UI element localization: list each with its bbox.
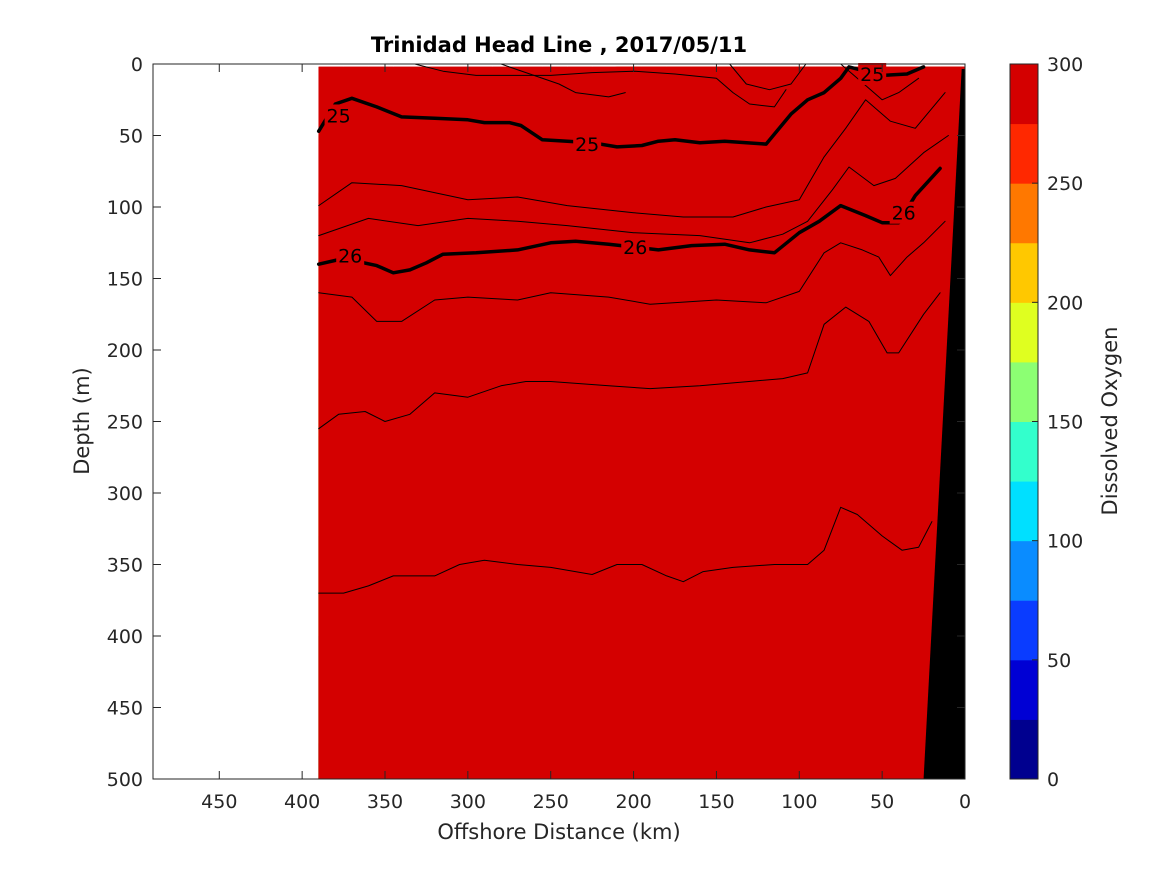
- isopycnal-line-1: [318, 92, 946, 218]
- isopycnal-25-line: [316, 65, 926, 149]
- x-tick-label: 300: [450, 791, 486, 813]
- y-tick-label: 250: [107, 412, 143, 434]
- colorbar-swatch-175: [1010, 302, 1038, 363]
- isopycnal-line-3: [318, 220, 946, 322]
- colorbar-tick-label: 50: [1047, 650, 1071, 672]
- x-tick-label: 50: [870, 791, 894, 813]
- x-tick-label: 100: [781, 791, 817, 813]
- y-tick-label: 300: [107, 483, 143, 505]
- y-tick-label: 0: [131, 54, 143, 76]
- y-axis-label: Depth (m): [70, 367, 94, 474]
- y-tick-label: 50: [119, 126, 143, 148]
- x-tick-label: 350: [367, 791, 403, 813]
- isopycnal-line-5: [318, 506, 933, 594]
- colorbar-tick-label: 200: [1047, 292, 1083, 314]
- colorbar-swatch-25: [1010, 659, 1038, 720]
- y-tick-label: 150: [107, 269, 143, 291]
- colorbar-swatch-150: [1010, 361, 1038, 422]
- colorbar-swatch-225: [1010, 183, 1038, 244]
- colorbar-tick-label: 250: [1047, 173, 1083, 195]
- oxygen-band-275-300: [318, 66, 965, 779]
- y-tick-label: 450: [107, 698, 143, 720]
- y-tick-label: 400: [107, 626, 143, 648]
- contour-label-bg: [858, 63, 887, 86]
- bathymetry-seafloor: [923, 69, 965, 779]
- colorbar-swatch-125: [1010, 421, 1038, 482]
- colorbar-swatch-100: [1010, 481, 1038, 542]
- colorbar-swatch-200: [1010, 242, 1038, 303]
- x-tick-label: 150: [698, 791, 734, 813]
- x-tick-label: 400: [284, 791, 320, 813]
- x-axis-label: Offshore Distance (km): [437, 820, 680, 844]
- contour-label-26: 26: [623, 237, 647, 259]
- contour-label-bg: [621, 236, 650, 259]
- colorbar: 0 50 100 150 200 250 300: [1009, 54, 1083, 791]
- contour-label-26: 26: [892, 203, 916, 225]
- contour-label-bg: [573, 133, 602, 156]
- colorbar-swatch-75: [1010, 540, 1038, 601]
- contour-label-26: 26: [338, 246, 362, 268]
- contour-label-bg: [889, 201, 918, 224]
- contour-label-25: 25: [860, 64, 884, 86]
- x-tick-label: 250: [533, 791, 569, 813]
- y-axis: 0 50 100 150 200 250 300 350 400 450 500: [107, 54, 965, 791]
- chart-title: Trinidad Head Line , 2017/05/11: [371, 33, 747, 57]
- y-tick-label: 100: [107, 197, 143, 219]
- y-tick-label: 200: [107, 340, 143, 362]
- colorbar-swatch-50: [1010, 600, 1038, 661]
- colorbar-swatch-275: [1010, 64, 1038, 125]
- colorbar-swatch-0: [1010, 719, 1038, 780]
- x-tick-label: 450: [201, 791, 237, 813]
- isopycnal-line-9: [840, 64, 920, 101]
- isopycnal-line-2: [318, 135, 949, 244]
- isopycnal-line-8: [729, 64, 807, 91]
- y-tick-label: 350: [107, 555, 143, 577]
- contour-fill-layer: [318, 66, 965, 779]
- contour-label-25: 25: [575, 134, 599, 156]
- contour-label-25: 25: [327, 105, 351, 127]
- colorbar-swatch-250: [1010, 123, 1038, 184]
- isopycnal-line-7: [500, 64, 626, 98]
- x-tick-label: 200: [615, 791, 651, 813]
- colorbar-label: Dissolved Oxygen: [1098, 327, 1122, 516]
- contour-label-layer: 25 25 25 26 26 26: [324, 63, 918, 268]
- isopycnal-line-4: [318, 292, 941, 430]
- colorbar-tick-label: 150: [1047, 412, 1083, 434]
- x-axis: 450 400 350 300 250 200 150 100 50 0: [201, 64, 971, 813]
- contour-label-bg: [324, 104, 353, 127]
- colorbar-tick-label: 300: [1047, 54, 1083, 76]
- x-tick-label: 0: [959, 791, 971, 813]
- y-tick-label: 500: [107, 769, 143, 791]
- colorbar-tick-label: 0: [1047, 769, 1059, 791]
- colorbar-tick-label: 100: [1047, 531, 1083, 553]
- contour-label-bg: [336, 244, 365, 267]
